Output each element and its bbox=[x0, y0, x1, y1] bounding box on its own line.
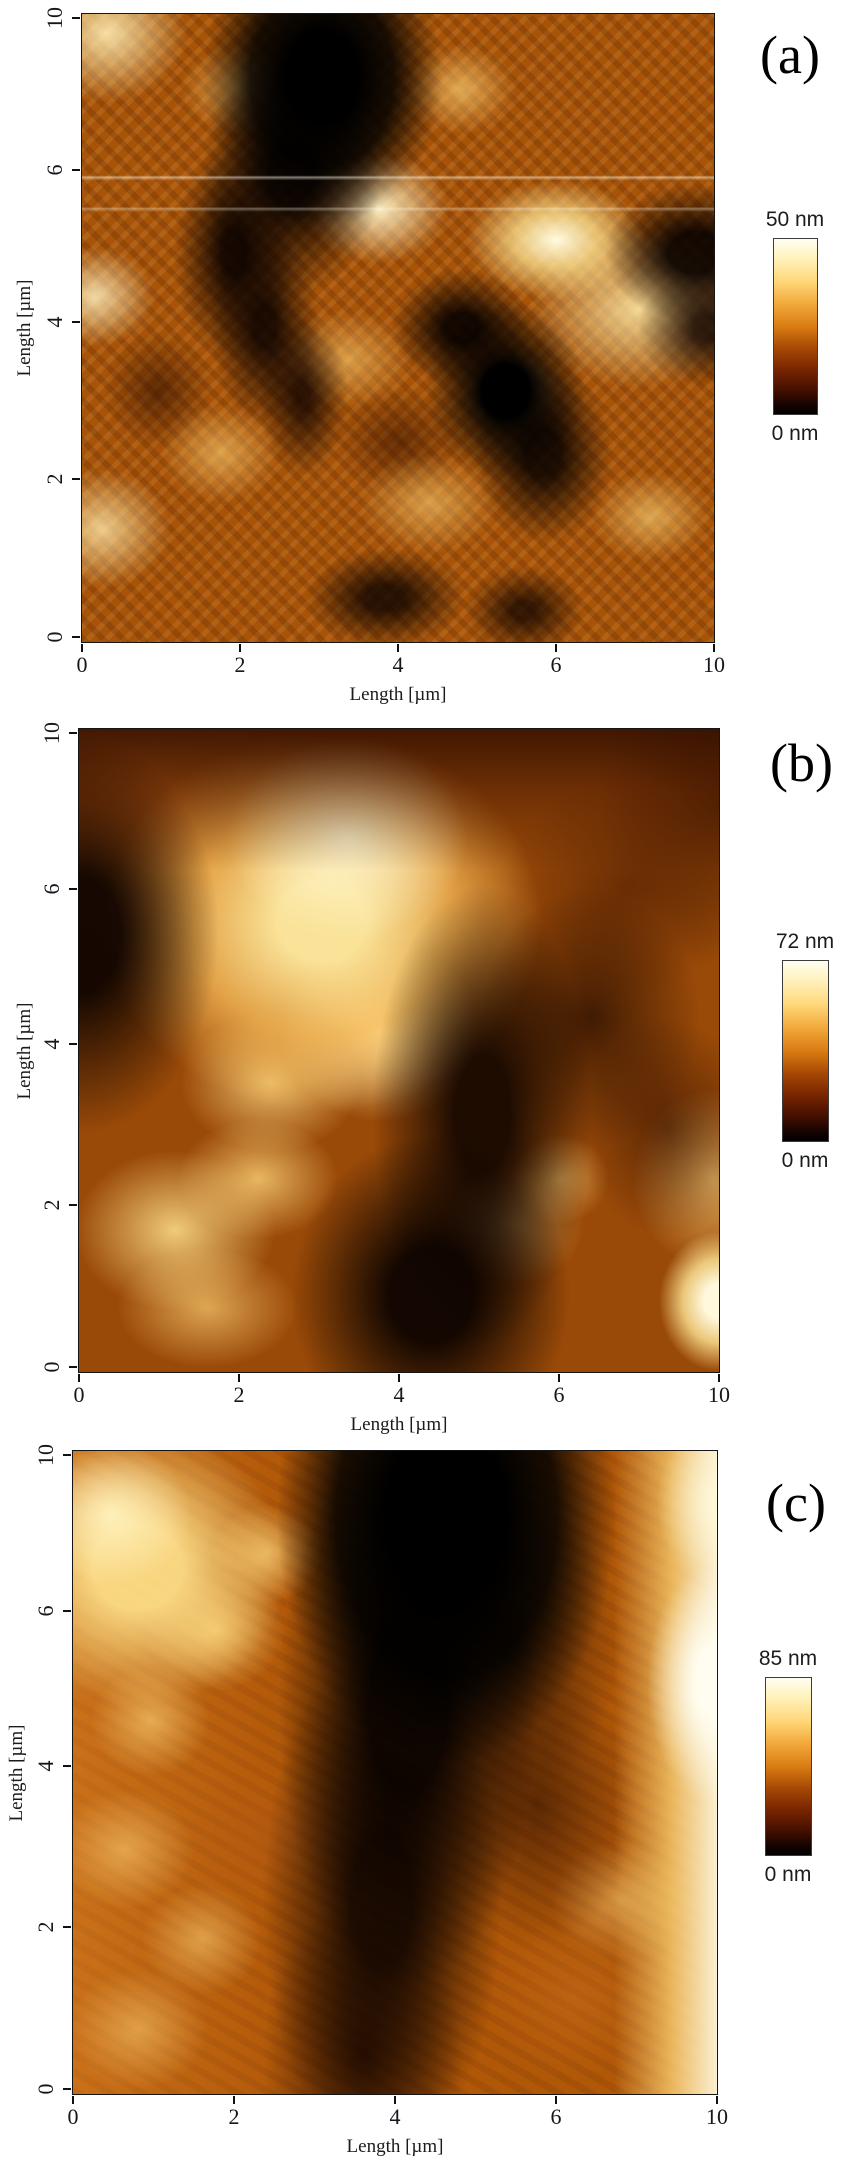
y-tick-mark bbox=[72, 16, 80, 19]
x-tick-mark bbox=[239, 644, 241, 652]
x-tick-mark bbox=[555, 2096, 557, 2104]
x-tick-mark bbox=[718, 1374, 720, 1382]
y-tick-mark bbox=[69, 1043, 77, 1046]
afm-image-a: 0 2 4 6 10 10 6 4 2 0 Length [µm] Length… bbox=[14, 7, 725, 705]
colorbar-max-label: 50 nm bbox=[765, 208, 825, 231]
afm-image-b: 0 2 4 6 10 10 6 4 2 0 Length [µm] Length… bbox=[14, 722, 730, 1435]
y-tick-label: 0 bbox=[39, 1361, 64, 1373]
colorbar-max-label: 72 nm bbox=[775, 930, 835, 953]
x-tick-label: 4 bbox=[392, 652, 404, 677]
x-tick-label: 0 bbox=[67, 2104, 79, 2129]
x-tick-label: 10 bbox=[708, 1382, 730, 1407]
x-tick-label: 0 bbox=[73, 1382, 85, 1407]
y-tick-mark bbox=[72, 635, 80, 638]
colorbar-min-label: 0 nm bbox=[764, 1863, 812, 1887]
panel-letter-c: (c) bbox=[766, 1473, 826, 1533]
panel-letter-a: (a) bbox=[760, 25, 820, 85]
y-tick-label: 10 bbox=[33, 1443, 58, 1466]
x-tick-label: 4 bbox=[393, 1382, 405, 1407]
x-tick-label: 6 bbox=[550, 2104, 562, 2129]
colorbar-max-label: 85 nm bbox=[758, 1647, 818, 1670]
y-tick-mark bbox=[63, 1453, 71, 1456]
x-tick-mark bbox=[397, 644, 399, 652]
y-axis-title: Length [µm] bbox=[6, 1724, 27, 1821]
colorbar-gradient bbox=[781, 960, 829, 1143]
y-tick-label: 2 bbox=[39, 1199, 64, 1211]
y-tick-mark bbox=[63, 1610, 71, 1613]
colorbar-gradient bbox=[772, 238, 818, 416]
y-tick-label: 4 bbox=[33, 1760, 58, 1772]
y-axis-title: Length [µm] bbox=[14, 1002, 35, 1099]
x-tick-label: 10 bbox=[706, 2104, 728, 2129]
x-tick-label: 2 bbox=[228, 2104, 240, 2129]
y-tick-mark bbox=[72, 169, 80, 172]
y-tick-label: 4 bbox=[42, 316, 67, 328]
y-tick-mark bbox=[69, 1365, 77, 1368]
x-axis-title: Length [µm] bbox=[350, 1414, 448, 1435]
y-tick-label: 0 bbox=[33, 2083, 58, 2095]
panel-letter-b: (b) bbox=[770, 733, 833, 793]
y-tick-label: 4 bbox=[39, 1038, 64, 1050]
x-tick-mark bbox=[394, 2096, 396, 2104]
y-tick-label: 2 bbox=[33, 1921, 58, 1933]
y-tick-mark bbox=[69, 731, 77, 734]
x-axis-title: Length [µm] bbox=[349, 684, 447, 705]
x-tick-mark bbox=[555, 644, 557, 652]
x-tick-label: 2 bbox=[233, 1382, 245, 1407]
colorbar-gradient bbox=[764, 1677, 812, 1857]
x-tick-label: 4 bbox=[389, 2104, 401, 2129]
colorbar-min-label: 0 nm bbox=[781, 1149, 829, 1173]
y-tick-mark bbox=[72, 478, 80, 481]
y-tick-label: 6 bbox=[33, 1605, 58, 1617]
y-tick-label: 10 bbox=[39, 721, 64, 744]
x-tick-mark bbox=[398, 1374, 400, 1382]
x-tick-mark bbox=[713, 644, 715, 652]
y-tick-mark bbox=[69, 888, 77, 891]
x-tick-mark bbox=[558, 1374, 560, 1382]
colorbar-a: 50 nm 0 nm bbox=[755, 208, 835, 445]
colorbar-b: 72 nm 0 nm bbox=[765, 930, 845, 1172]
x-tick-label: 2 bbox=[234, 652, 246, 677]
x-tick-mark bbox=[716, 2096, 718, 2104]
y-tick-mark bbox=[69, 1204, 77, 1207]
y-tick-mark bbox=[63, 1765, 71, 1768]
y-tick-label: 0 bbox=[42, 631, 67, 643]
x-axis-title: Length [µm] bbox=[346, 2136, 444, 2157]
x-tick-mark bbox=[238, 1374, 240, 1382]
x-tick-mark bbox=[72, 2096, 74, 2104]
y-tick-label: 2 bbox=[42, 473, 67, 485]
x-tick-mark bbox=[233, 2096, 235, 2104]
x-tick-label: 6 bbox=[553, 1382, 565, 1407]
x-tick-mark bbox=[81, 644, 83, 652]
x-tick-mark bbox=[78, 1374, 80, 1382]
x-tick-label: 6 bbox=[550, 652, 562, 677]
y-axis-title: Length [µm] bbox=[14, 279, 35, 377]
y-tick-label: 6 bbox=[39, 883, 64, 895]
y-tick-mark bbox=[63, 2087, 71, 2090]
colorbar-c: 85 nm 0 nm bbox=[748, 1647, 828, 1886]
colorbar-min-label: 0 nm bbox=[771, 422, 819, 446]
afm-image-c: 0 2 4 6 10 10 6 4 2 0 Length [µm] Length… bbox=[6, 1444, 728, 2157]
y-tick-mark bbox=[72, 320, 80, 323]
x-tick-label: 10 bbox=[703, 652, 725, 677]
y-tick-label: 6 bbox=[42, 164, 67, 176]
y-tick-mark bbox=[63, 1926, 71, 1929]
x-tick-label: 0 bbox=[76, 652, 88, 677]
y-tick-label: 10 bbox=[42, 6, 67, 29]
